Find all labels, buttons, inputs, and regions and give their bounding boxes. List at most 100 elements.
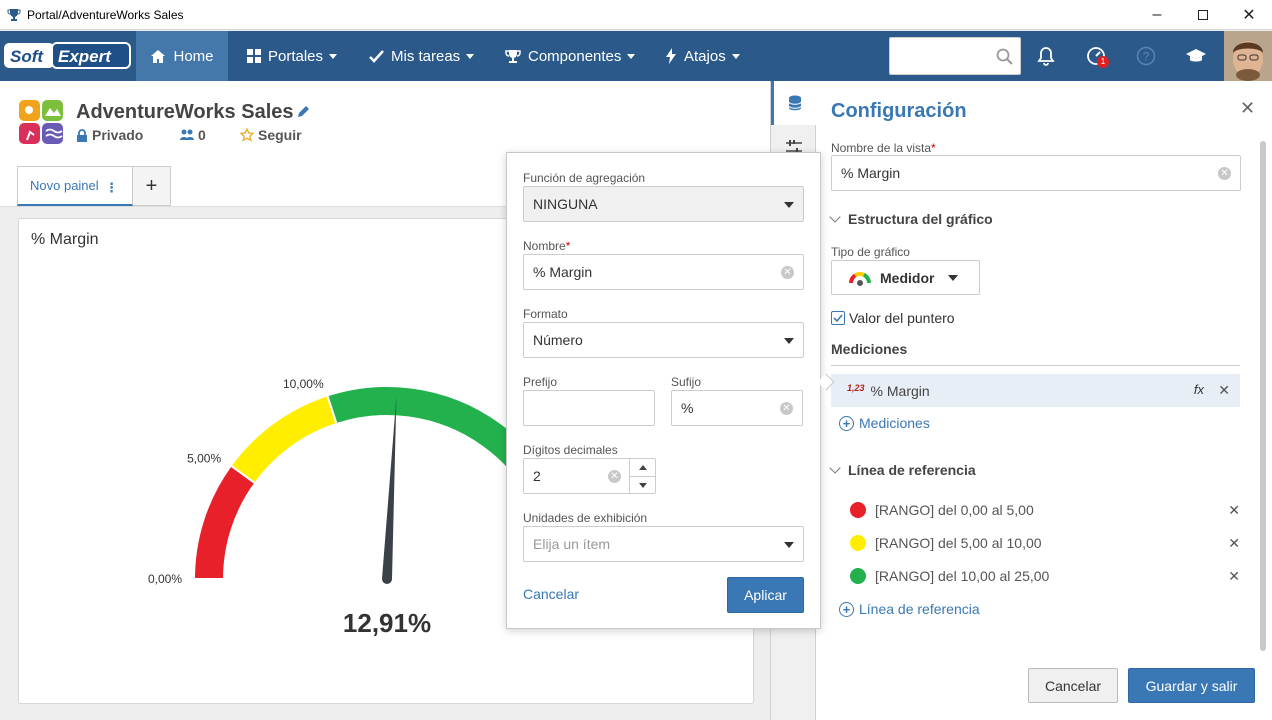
aggregation-select[interactable]: NINGUNA — [523, 186, 804, 222]
nav-componentes[interactable]: Componentes — [505, 31, 636, 81]
clear-icon[interactable]: ✕ — [608, 470, 621, 483]
chevron-down-icon — [829, 462, 841, 474]
measures-divider — [831, 365, 1240, 366]
chart-type-dropdown[interactable]: Medidor — [831, 260, 980, 295]
notification-badge: 1 — [1097, 56, 1109, 68]
trophy-icon — [505, 49, 521, 63]
check-icon — [369, 49, 384, 63]
nav-atajos[interactable]: Atajos — [665, 31, 740, 81]
format-label: Formato — [523, 307, 568, 321]
units-select[interactable]: Elija un ítem — [523, 526, 804, 562]
edit-pencil-icon[interactable] — [296, 105, 310, 119]
save-and-exit-button[interactable]: Guardar y salir — [1128, 668, 1255, 703]
nav-portales[interactable]: Portales — [247, 31, 338, 81]
chevron-down-icon — [829, 211, 841, 223]
svg-text:Soft: Soft — [10, 47, 44, 66]
chart-type-label: Tipo de gráfico — [831, 245, 910, 259]
svg-text:?: ? — [1143, 50, 1150, 64]
add-tab-button[interactable]: + — [133, 166, 171, 206]
name-field[interactable]: % Margin ✕ — [523, 254, 804, 290]
maximize-icon[interactable] — [1180, 0, 1226, 30]
remove-reference-icon[interactable]: ✕ — [1228, 567, 1240, 584]
nav-atajos-label: Atajos — [684, 47, 726, 65]
format-select[interactable]: Número — [523, 322, 804, 358]
graduation-cap-icon[interactable] — [1184, 44, 1208, 68]
nav-portales-label: Portales — [268, 47, 324, 65]
minimize-icon[interactable]: – — [1152, 6, 1162, 23]
window-titlebar: Portal/AdventureWorks Sales – ✕ — [0, 0, 1272, 30]
view-name-field[interactable]: % Margin ✕ — [831, 155, 1241, 191]
configuration-panel: Configuración ✕ Nombre de la vista* % Ma… — [816, 81, 1272, 720]
softexpert-logo[interactable]: Soft Expert — [4, 41, 132, 71]
nav-mis-tareas[interactable]: Mis tareas — [369, 31, 475, 81]
popup-cancel-link[interactable]: Cancelar — [523, 586, 580, 602]
green-dot-icon — [850, 568, 866, 584]
view-name-label: Nombre de la vista* — [831, 141, 936, 155]
clear-icon[interactable]: ✕ — [780, 402, 793, 415]
pointer-value-checkbox[interactable] — [831, 311, 845, 325]
measures-section-header: Mediciones — [831, 341, 908, 357]
follow-label: Seguir — [258, 127, 302, 143]
search-box — [889, 37, 1021, 75]
prefix-field[interactable] — [523, 390, 655, 426]
user-avatar[interactable] — [1224, 31, 1272, 81]
remove-reference-icon[interactable]: ✕ — [1228, 534, 1240, 551]
remove-measure-icon[interactable]: ✕ — [1218, 382, 1230, 398]
pointer-value-label: Valor del puntero — [849, 310, 955, 326]
tab-novo-painel[interactable]: Novo painel ⋮ — [17, 166, 133, 206]
gauge-band-1 — [229, 394, 338, 485]
suffix-field[interactable]: % ✕ — [671, 390, 803, 426]
nav-home[interactable]: Home — [136, 31, 228, 81]
caret-down-icon — [784, 542, 794, 548]
config-title: Configuración — [831, 100, 967, 122]
reference-line-item[interactable]: [RANGO] del 5,00 al 10,00 ✕ — [850, 532, 1240, 554]
tab-data-source[interactable] — [771, 81, 816, 125]
decimals-stepper[interactable]: 2 ✕ — [523, 458, 656, 494]
home-icon — [151, 49, 166, 63]
close-window-icon[interactable]: ✕ — [1242, 7, 1256, 24]
gauge-tick-label: 5,00% — [187, 452, 221, 466]
caret-down-icon — [731, 53, 740, 59]
units-label: Unidades de exhibición — [523, 511, 648, 525]
caret-down-icon — [466, 53, 475, 59]
cancel-button[interactable]: Cancelar — [1028, 668, 1118, 703]
red-dot-icon — [850, 502, 866, 518]
add-reference-link[interactable]: + Línea de referencia — [839, 601, 980, 617]
caret-down-icon — [948, 274, 959, 281]
caret-down-icon — [784, 202, 794, 208]
follow-button[interactable]: Seguir — [240, 127, 302, 143]
reference-line-label: [RANGO] del 5,00 al 10,00 — [875, 535, 1042, 551]
tab-menu-icon[interactable]: ⋮ — [105, 180, 118, 195]
gauge-band-0 — [192, 464, 257, 580]
tasks-gauge-icon[interactable]: 1 — [1084, 44, 1109, 68]
increment-icon[interactable] — [630, 459, 655, 476]
clear-icon[interactable]: ✕ — [1218, 167, 1231, 180]
stepper-buttons — [629, 459, 655, 493]
clear-icon[interactable]: ✕ — [781, 266, 794, 279]
lock-icon — [77, 128, 87, 142]
window-title: Portal/AdventureWorks Sales — [27, 7, 184, 22]
remove-reference-icon[interactable]: ✕ — [1228, 501, 1240, 518]
help-icon[interactable]: ? — [1134, 44, 1158, 68]
notifications-bell-icon[interactable] — [1034, 44, 1058, 68]
add-measure-link[interactable]: + Mediciones — [839, 415, 930, 431]
search-icon[interactable] — [996, 48, 1013, 65]
reference-section-header[interactable]: Línea de referencia — [829, 462, 976, 478]
decimals-value: 2 — [533, 468, 541, 484]
formula-fx-icon[interactable]: fx — [1193, 382, 1204, 397]
followers-count[interactable]: 0 — [180, 127, 206, 143]
apply-button[interactable]: Aplicar — [727, 577, 804, 613]
name-label: Nombre* — [523, 239, 571, 253]
measure-item[interactable]: 1,23 % Margin fx ✕ — [831, 374, 1240, 407]
close-panel-icon[interactable]: ✕ — [1240, 98, 1256, 118]
reference-line-item[interactable]: [RANGO] del 0,00 al 5,00 ✕ — [850, 499, 1240, 521]
units-placeholder: Elija un ítem — [533, 536, 611, 552]
structure-section-header[interactable]: Estructura del gráfico — [829, 211, 993, 227]
search-input[interactable] — [890, 38, 990, 74]
reference-line-item[interactable]: [RANGO] del 10,00 al 25,00 ✕ — [850, 565, 1240, 587]
trophy-app-icon — [7, 8, 21, 21]
panel-scrollbar[interactable] — [1260, 141, 1266, 651]
adventureworks-logo — [19, 100, 63, 144]
decrement-icon[interactable] — [630, 476, 655, 493]
portal-title: AdventureWorks Sales — [76, 101, 294, 123]
